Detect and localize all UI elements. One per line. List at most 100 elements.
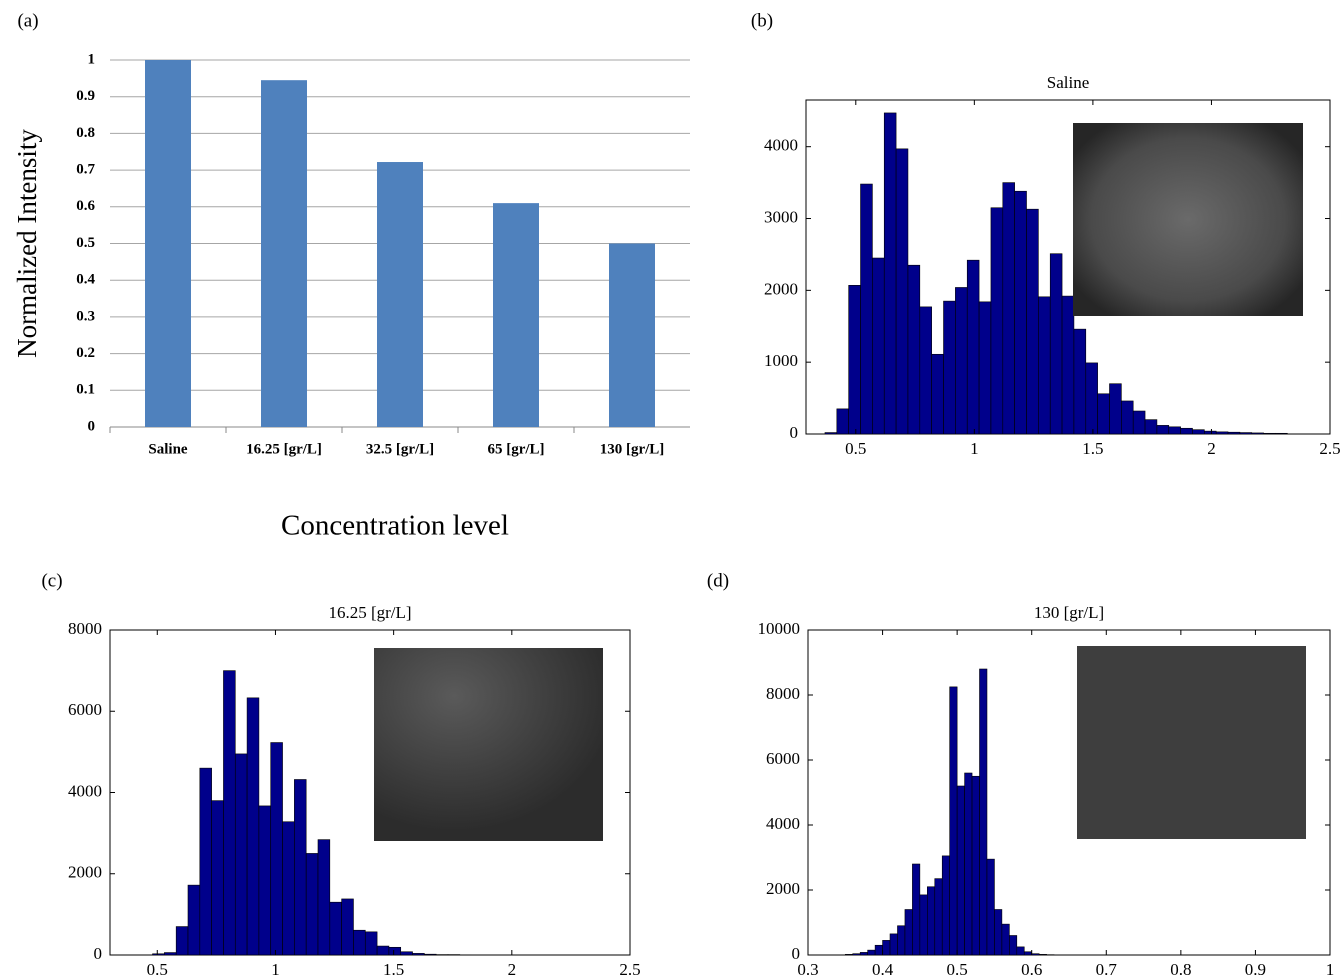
y-tick-label: 8000 — [68, 619, 102, 638]
histogram-bar — [258, 805, 272, 956]
plot-box — [807, 629, 1331, 956]
histogram-bar — [424, 953, 437, 956]
y-tick-label: 0.2 — [76, 345, 95, 361]
histogram-bar — [1002, 182, 1015, 435]
histogram-bar — [956, 785, 965, 956]
histogram-bar — [400, 951, 413, 956]
inset-image — [1073, 123, 1303, 316]
x-tick-label: 2.5 — [619, 960, 640, 979]
histogram-bar — [1275, 432, 1288, 435]
histogram-bar — [872, 257, 885, 435]
histogram-bar — [223, 670, 236, 956]
histogram-bar — [187, 884, 201, 956]
histogram-bar — [955, 287, 968, 435]
x-tick-label: 0.9 — [1245, 960, 1266, 979]
histogram-bar — [1038, 296, 1051, 435]
y-tick-label: 0.6 — [76, 198, 95, 214]
y-tick-label: 2000 — [68, 863, 102, 882]
y-tick-label: 4000 — [68, 781, 102, 800]
bar — [377, 162, 423, 427]
histogram-bar — [874, 944, 883, 956]
histogram-bar — [1227, 431, 1241, 435]
panel-label: (d) — [707, 570, 729, 591]
x-tick-label: 0.5 — [845, 439, 866, 458]
histogram-bar — [978, 301, 992, 435]
panel-label: (a) — [17, 10, 38, 31]
y-tick-label: 6000 — [68, 700, 102, 719]
histogram-bar — [164, 952, 177, 956]
histogram-bar — [1001, 923, 1010, 956]
histogram-bar — [1168, 426, 1181, 435]
histogram-bar — [329, 901, 342, 956]
histogram-bar — [889, 933, 898, 956]
histogram-bar — [1016, 946, 1025, 956]
x-tick-label: 1 — [970, 439, 979, 458]
bar — [145, 60, 191, 427]
histogram-bar — [282, 821, 295, 956]
histogram-bar — [860, 183, 873, 435]
histogram-bar — [882, 940, 891, 956]
histogram-bar — [1085, 362, 1098, 435]
histogram-bar — [1026, 208, 1039, 435]
y-tick-label: 0 — [88, 418, 96, 434]
histogram-bar — [1097, 393, 1110, 435]
histogram-bar — [859, 952, 868, 956]
histogram-bar — [966, 259, 980, 435]
y-tick-label: 1000 — [764, 351, 798, 370]
insets — [374, 123, 1306, 841]
histogram-bar — [931, 353, 944, 435]
histogram-bar — [1049, 253, 1063, 435]
y-tick-label: 0 — [790, 423, 799, 442]
x-tick-label: 2.5 — [1319, 439, 1340, 458]
histogram-bar — [376, 945, 390, 956]
x-tick-label: 0.5 — [147, 960, 168, 979]
x-tick-label: 2 — [1207, 439, 1216, 458]
histogram-bar — [1031, 953, 1040, 956]
y-tick-label: 2000 — [766, 879, 800, 898]
y-tick-label: 0.9 — [76, 88, 95, 104]
histogram-bar — [895, 148, 909, 435]
panel-label: (c) — [41, 570, 62, 591]
x-tick-label: 32.5 [gr/L] — [366, 441, 434, 457]
histogram-bar — [341, 898, 354, 956]
x-tick-label: 0.4 — [872, 960, 894, 979]
bar — [493, 203, 539, 427]
histogram-bar — [1109, 383, 1122, 435]
y-tick-label: 0 — [94, 944, 103, 963]
histogram-bar — [1263, 432, 1276, 435]
histogram-bar — [317, 839, 331, 956]
x-tick-label: Saline — [148, 441, 188, 457]
histogram-bar — [844, 954, 854, 956]
histogram-bar — [1239, 432, 1253, 435]
inset-image — [374, 648, 603, 841]
histogram-bar — [904, 909, 913, 956]
x-tick-label: 130 [gr/L] — [600, 441, 665, 457]
histogram-bar — [1121, 400, 1134, 435]
histogram-bar — [994, 909, 1003, 956]
y-tick-label: 0.4 — [76, 272, 95, 288]
y-tick-label: 3000 — [764, 207, 798, 226]
x-tick-label: 0.6 — [1021, 960, 1042, 979]
histogram-bar — [234, 753, 248, 956]
histogram-bar — [949, 686, 958, 956]
histogram-bar — [1038, 954, 1047, 956]
histogram-bar — [270, 742, 283, 956]
histogram-bar — [964, 772, 973, 956]
histogram-bar — [1073, 328, 1087, 435]
x-tick-label: 65 [gr/L] — [487, 441, 544, 457]
x-tick-label: 1.5 — [383, 960, 404, 979]
y-tick-label: 0.5 — [76, 235, 95, 251]
histogram-bar — [1192, 429, 1205, 435]
histogram-bar — [353, 929, 366, 956]
histogram-bar — [388, 946, 402, 956]
histogram-bar — [294, 779, 307, 956]
histogram-bar — [852, 953, 861, 956]
x-tick-label: 1 — [271, 960, 280, 979]
y-tick-label: 8000 — [766, 684, 800, 703]
y-tick-label: 6000 — [766, 749, 800, 768]
x-tick-label: 0.7 — [1096, 960, 1118, 979]
y-tick-label: 4000 — [766, 814, 800, 833]
histogram-bar — [1132, 410, 1146, 435]
histogram-bar — [867, 949, 876, 956]
